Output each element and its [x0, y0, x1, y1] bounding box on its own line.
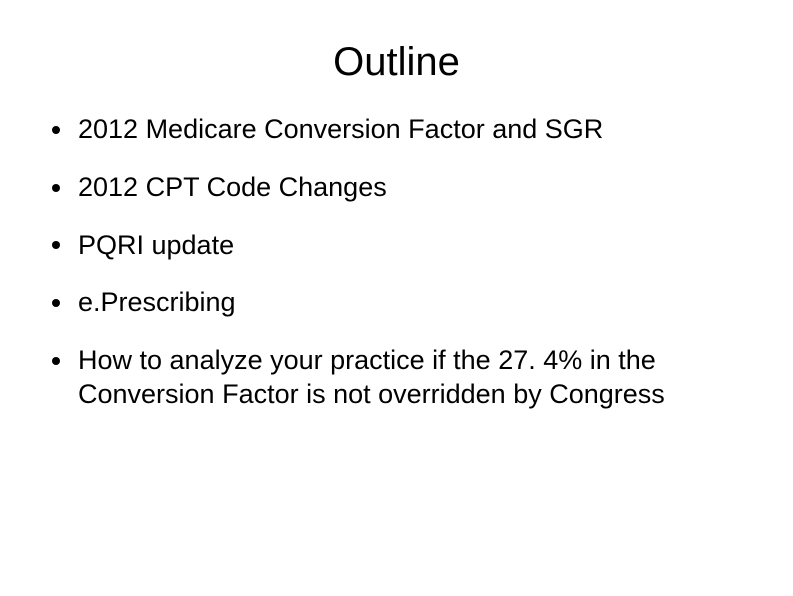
slide: Outline 2012 Medicare Conversion Factor …: [0, 0, 793, 596]
list-item: PQRI update: [48, 229, 753, 263]
bullet-text: How to analyze your practice if the 27. …: [78, 345, 665, 409]
list-item: How to analyze your practice if the 27. …: [48, 344, 753, 412]
bullet-text: 2012 Medicare Conversion Factor and SGR: [78, 114, 603, 144]
bullet-text: 2012 CPT Code Changes: [78, 172, 387, 202]
list-item: 2012 Medicare Conversion Factor and SGR: [48, 113, 753, 147]
slide-title: Outline: [30, 40, 763, 85]
list-item: 2012 CPT Code Changes: [48, 171, 753, 205]
bullet-list: 2012 Medicare Conversion Factor and SGR …: [30, 113, 763, 412]
bullet-text: e.Prescribing: [78, 287, 236, 317]
bullet-text: PQRI update: [78, 230, 234, 260]
list-item: e.Prescribing: [48, 286, 753, 320]
